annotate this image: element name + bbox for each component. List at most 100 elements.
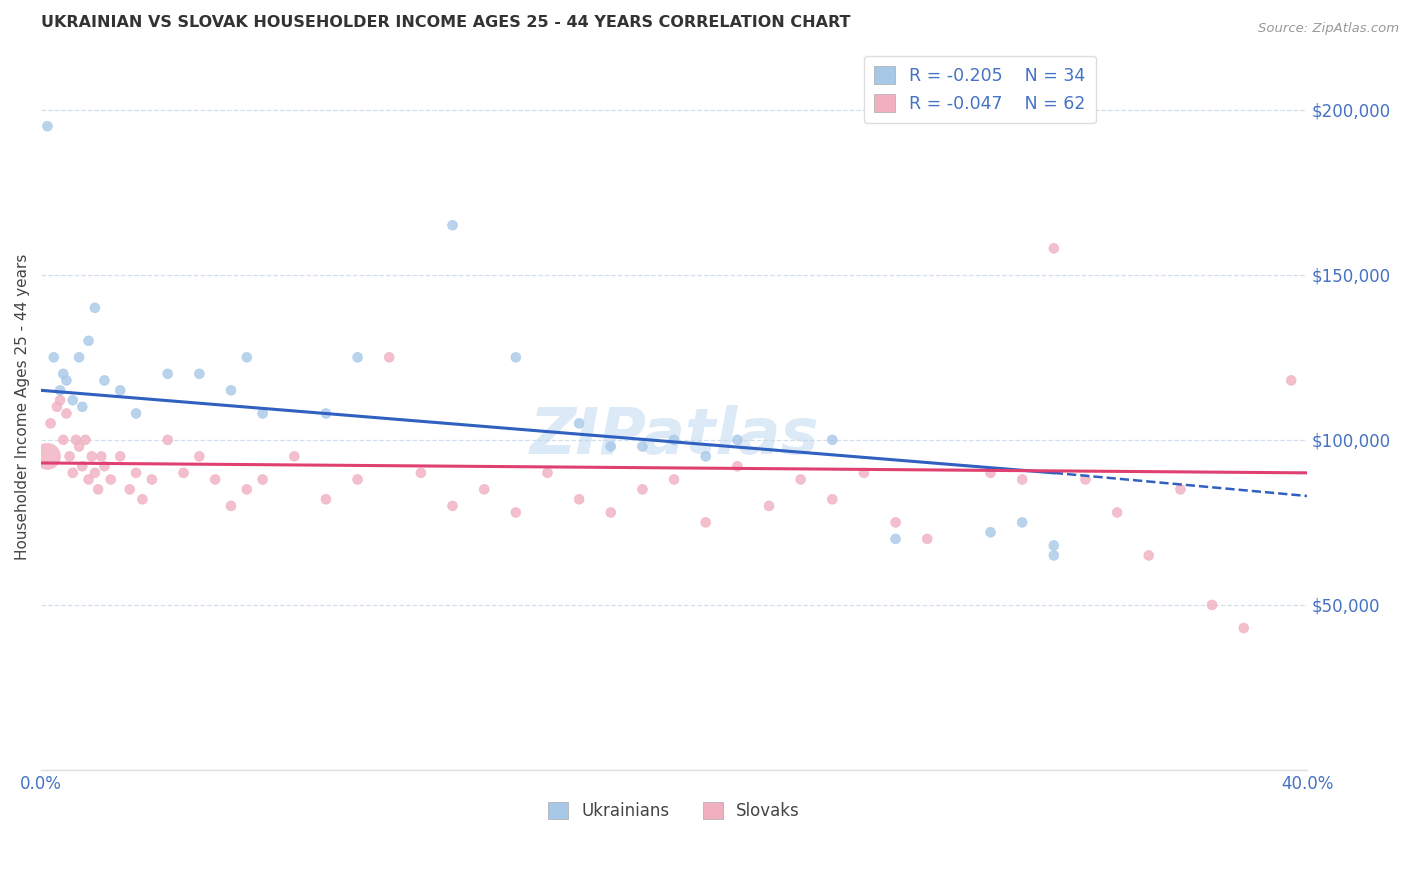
Point	[884, 532, 907, 546]
Point	[219, 384, 242, 398]
Point	[72, 400, 94, 414]
Point	[188, 367, 211, 381]
Point	[662, 473, 685, 487]
Point	[695, 516, 717, 530]
Point	[1011, 473, 1033, 487]
Point	[980, 466, 1002, 480]
Point	[77, 334, 100, 348]
Point	[156, 367, 179, 381]
Point	[62, 393, 84, 408]
Point	[125, 466, 148, 480]
Point	[599, 506, 621, 520]
Point	[219, 499, 242, 513]
Point	[236, 483, 259, 497]
Point	[1043, 549, 1066, 563]
Point	[852, 466, 875, 480]
Point	[441, 219, 464, 233]
Point	[110, 384, 132, 398]
Point	[252, 406, 274, 420]
Point	[42, 351, 65, 365]
Point	[84, 466, 107, 480]
Point	[758, 499, 780, 513]
Point	[346, 473, 368, 487]
Point	[131, 492, 153, 507]
Point	[62, 466, 84, 480]
Point	[789, 473, 811, 487]
Point	[1107, 506, 1129, 520]
Point	[536, 466, 558, 480]
Y-axis label: Householder Income Ages 25 - 44 years: Householder Income Ages 25 - 44 years	[15, 253, 30, 560]
Point	[58, 450, 80, 464]
Point	[1233, 621, 1256, 635]
Point	[1279, 373, 1302, 387]
Point	[599, 440, 621, 454]
Point	[39, 417, 62, 431]
Point	[980, 525, 1002, 540]
Point	[821, 492, 844, 507]
Point	[67, 440, 90, 454]
Point	[1043, 539, 1066, 553]
Point	[156, 433, 179, 447]
Point	[725, 459, 748, 474]
Point	[188, 450, 211, 464]
Point	[662, 433, 685, 447]
Point	[1201, 598, 1223, 612]
Point	[90, 450, 112, 464]
Point	[118, 483, 141, 497]
Point	[1137, 549, 1160, 563]
Point	[37, 450, 59, 464]
Point	[378, 351, 401, 365]
Point	[55, 406, 77, 420]
Point	[283, 450, 305, 464]
Point	[631, 440, 654, 454]
Point	[75, 433, 97, 447]
Point	[884, 516, 907, 530]
Point	[93, 373, 115, 387]
Point	[45, 400, 67, 414]
Point	[55, 373, 77, 387]
Point	[100, 473, 122, 487]
Point	[52, 433, 75, 447]
Point	[1074, 473, 1097, 487]
Point	[84, 301, 107, 315]
Point	[409, 466, 432, 480]
Point	[65, 433, 87, 447]
Point	[93, 459, 115, 474]
Point	[72, 459, 94, 474]
Point	[695, 450, 717, 464]
Point	[67, 351, 90, 365]
Point	[77, 473, 100, 487]
Point	[252, 473, 274, 487]
Point	[1170, 483, 1192, 497]
Point	[37, 119, 59, 133]
Point	[915, 532, 938, 546]
Point	[49, 393, 72, 408]
Point	[125, 406, 148, 420]
Point	[441, 499, 464, 513]
Legend: Ukrainians, Slovaks: Ukrainians, Slovaks	[541, 796, 807, 827]
Point	[52, 367, 75, 381]
Point	[346, 351, 368, 365]
Point	[315, 406, 337, 420]
Text: ZIPatlas: ZIPatlas	[529, 405, 818, 467]
Point	[725, 433, 748, 447]
Point	[173, 466, 195, 480]
Point	[505, 506, 527, 520]
Point	[315, 492, 337, 507]
Point	[80, 450, 103, 464]
Text: Source: ZipAtlas.com: Source: ZipAtlas.com	[1258, 22, 1399, 36]
Text: UKRAINIAN VS SLOVAK HOUSEHOLDER INCOME AGES 25 - 44 YEARS CORRELATION CHART: UKRAINIAN VS SLOVAK HOUSEHOLDER INCOME A…	[41, 15, 851, 30]
Point	[631, 483, 654, 497]
Point	[87, 483, 110, 497]
Point	[505, 351, 527, 365]
Point	[110, 450, 132, 464]
Point	[141, 473, 163, 487]
Point	[472, 483, 495, 497]
Point	[1043, 241, 1066, 255]
Point	[821, 433, 844, 447]
Point	[1011, 516, 1033, 530]
Point	[568, 492, 591, 507]
Point	[568, 417, 591, 431]
Point	[236, 351, 259, 365]
Point	[204, 473, 226, 487]
